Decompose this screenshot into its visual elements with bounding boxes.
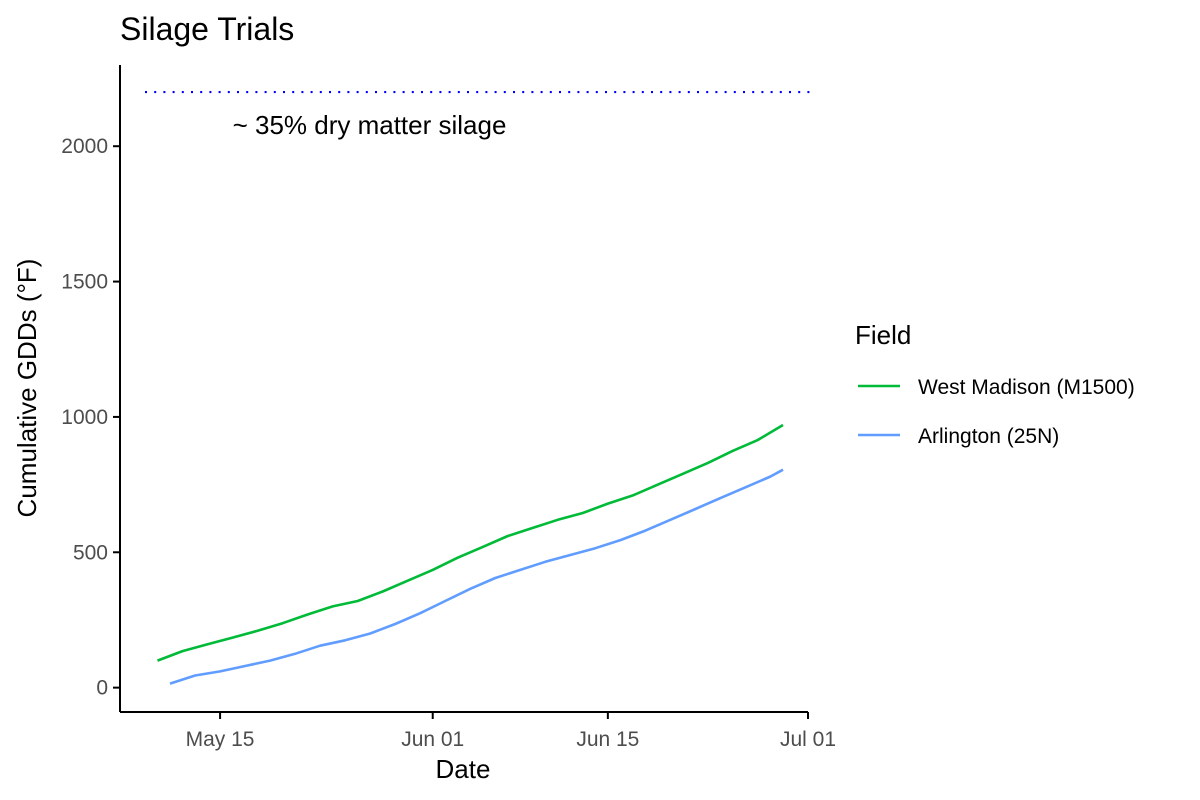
y-axis-ticks: 0 500 1000 1500 2000: [61, 135, 120, 700]
x-axis-title: Date: [436, 754, 491, 784]
annotation-label: ~ 35% dry matter silage: [233, 110, 507, 140]
y-tick-label: 2000: [61, 135, 108, 158]
x-tick-label: Jun 01: [401, 728, 464, 751]
y-tick-label: 500: [73, 541, 108, 564]
legend-label: Arlington (25N): [918, 425, 1059, 448]
x-tick-label: Jul 01: [780, 728, 836, 751]
y-tick-label: 1000: [61, 406, 108, 429]
x-tick-label: Jun 15: [576, 728, 639, 751]
y-tick-label: 0: [96, 677, 108, 700]
series-line-1: [157, 423, 784, 662]
chart-title: Silage Trials: [120, 11, 294, 47]
y-axis-title: Cumulative GDDs (°F): [12, 259, 42, 518]
series-layer: [157, 423, 784, 685]
y-tick-label: 1500: [61, 271, 108, 294]
legend-title: Field: [855, 320, 911, 350]
legend: Field West Madison (M1500) Arlington (25N…: [855, 320, 1135, 448]
x-tick-label: May 15: [186, 728, 255, 751]
plot-area: [145, 90, 810, 685]
series-line-2: [169, 468, 784, 685]
x-axis-ticks: May 15 Jun 01 Jun 15 Jul 01: [186, 712, 836, 751]
legend-items: West Madison (M1500) Arlington (25N): [858, 376, 1135, 448]
legend-label: West Madison (M1500): [918, 376, 1135, 399]
